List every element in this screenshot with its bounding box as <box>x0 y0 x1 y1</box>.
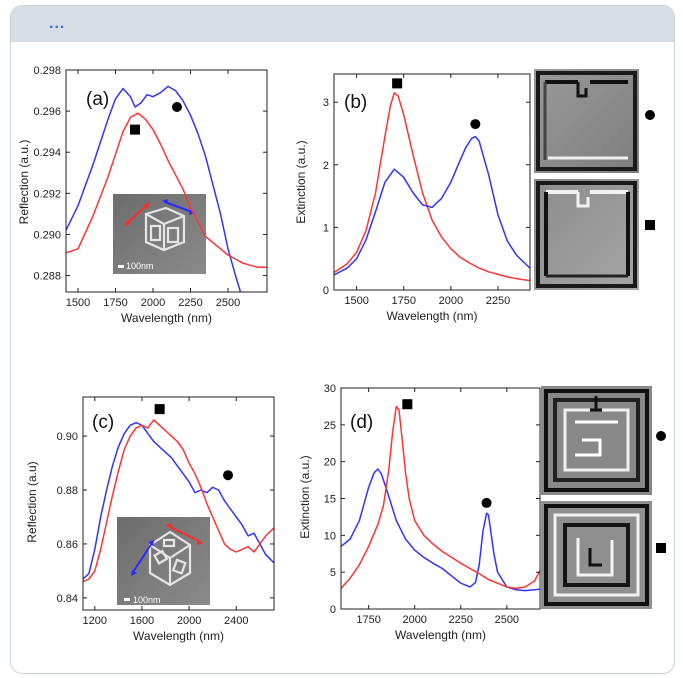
inset-scale-label: 100nm <box>126 261 154 271</box>
series-line-blue <box>66 85 242 292</box>
series-group <box>334 92 530 282</box>
x-tick-label: 2250 <box>486 295 510 307</box>
chart-panel-1: 1500 1750 2000 2250 0 1 2 3 Wavelength (nm) Extin… <box>294 73 531 323</box>
series-line-blue <box>334 135 530 276</box>
y-tick-label: 0.88 <box>57 485 78 497</box>
y-tick-label: 15 <box>324 494 336 506</box>
field-map-b-bottom <box>534 179 639 290</box>
x-tick-label: 1750 <box>391 295 415 307</box>
series-line-red <box>66 112 267 269</box>
x-axis-label: Wavelength (nm) <box>395 628 486 642</box>
y-axis-label: Extinction (a.u.) <box>294 140 308 223</box>
y-tick-label: 0.294 <box>33 147 61 159</box>
x-tick-label: 2400 <box>224 615 248 627</box>
x-tick-label: 2000 <box>141 297 165 309</box>
y-tick-label: 1 <box>323 222 329 234</box>
charts-root: 1500 1750 2000 2250 25000.2880.2900.2920.294… <box>17 65 541 643</box>
plot-frame <box>82 396 275 611</box>
series-line-red <box>341 405 540 590</box>
y-axis-label: Reflection (a.u.) <box>17 140 31 225</box>
marker-circle-icon <box>656 431 666 441</box>
y-tick-label: 0.292 <box>33 188 61 200</box>
series-group <box>83 419 274 583</box>
series-line-blue <box>341 468 540 592</box>
x-tick-label: 1750 <box>356 614 380 626</box>
y-axis-label: Reflection (a.u) <box>25 461 39 542</box>
marker-square-icon <box>656 543 666 553</box>
more-options-button[interactable]: ... <box>49 15 66 32</box>
x-tick-label: 2000 <box>402 614 426 626</box>
blue-arrow-icon <box>162 199 195 215</box>
plot-frame <box>333 73 531 291</box>
y-tick-label: 0.296 <box>33 106 61 118</box>
x-tick-label: 1200 <box>83 615 107 627</box>
panel-label: (d) <box>350 412 373 433</box>
marker-square-icon <box>645 220 655 230</box>
field-map-d-bottom <box>541 501 652 609</box>
panel-label: (c) <box>92 412 114 433</box>
x-tick-label: 1500 <box>66 297 90 309</box>
marker-circle-icon <box>645 110 655 120</box>
sem-inset-a: 100nm <box>113 194 206 274</box>
y-tick-label: 0.290 <box>33 229 61 241</box>
x-tick-label: 2500 <box>495 614 519 626</box>
chart-panel-3: 1750 2000 2250 2500 0 5 10 15 20 25 30 Wavelength (… <box>298 383 541 642</box>
card-header: ... <box>11 6 674 42</box>
y-tick-label: 0 <box>323 285 329 297</box>
chart-panel-0: 1500 1750 2000 2250 2500 0.288 0.290 0.292 0.294… <box>17 65 268 325</box>
y-tick-label: 20 <box>324 457 336 469</box>
x-tick-label: 2500 <box>216 297 240 309</box>
series-line-red <box>334 92 530 282</box>
x-tick-label: 2000 <box>177 615 201 627</box>
chart-panel-2: 1200 1600 2000 2400 0.84 0.86 0.88 0.90 Waveleng… <box>25 396 275 643</box>
series-group <box>66 85 267 292</box>
marker-circle-icon <box>223 470 234 481</box>
series-group <box>341 405 540 592</box>
y-tick-label: 0 <box>330 604 336 616</box>
field-map-b-top <box>534 69 639 173</box>
marker-circle-icon <box>470 119 481 130</box>
y-tick-label: 0.86 <box>57 539 78 551</box>
x-tick-label: 2250 <box>449 614 473 626</box>
y-tick-label: 25 <box>324 420 336 432</box>
y-tick-label: 0.90 <box>57 431 78 443</box>
y-tick-label: 0.84 <box>57 593 78 605</box>
x-tick-label: 1600 <box>130 615 154 627</box>
marker-square-icon <box>402 399 413 410</box>
marker-square-icon <box>392 78 403 89</box>
x-axis-label: Wavelength (nm) <box>121 311 212 325</box>
x-tick-label: 2000 <box>439 295 463 307</box>
marker-circle-icon <box>481 497 492 508</box>
plot-frame <box>65 69 268 293</box>
field-map-d-top <box>541 386 652 495</box>
red-arrow-icon <box>124 202 150 227</box>
x-axis-label: Wavelength (nm) <box>387 309 478 323</box>
y-tick-label: 0.288 <box>33 271 61 283</box>
series-line-red <box>83 419 274 583</box>
series-line-blue <box>83 421 274 580</box>
y-tick-label: 10 <box>324 530 336 542</box>
y-tick-label: 30 <box>324 383 336 395</box>
x-tick-label: 1500 <box>344 295 368 307</box>
sem-inset-c: 100nm <box>117 517 210 605</box>
y-tick-label: 0.298 <box>33 65 61 77</box>
blue-arrow-icon <box>131 540 154 576</box>
x-axis-label: Wavelength (nm) <box>133 629 224 643</box>
y-tick-label: 3 <box>323 97 329 109</box>
panel-label: (b) <box>344 92 367 113</box>
y-axis-label: Extinction (a.u.) <box>298 455 312 538</box>
red-arrow-icon <box>166 523 203 545</box>
x-tick-label: 1750 <box>103 297 127 309</box>
y-tick-label: 5 <box>330 567 336 579</box>
x-tick-label: 2250 <box>178 297 202 309</box>
marker-square-icon <box>154 404 165 415</box>
marker-circle-icon <box>172 102 182 112</box>
y-tick-label: 2 <box>323 160 329 172</box>
inset-scale-label: 100nm <box>133 595 161 605</box>
panel-label: (a) <box>86 89 109 110</box>
marker-square-icon <box>130 124 140 135</box>
